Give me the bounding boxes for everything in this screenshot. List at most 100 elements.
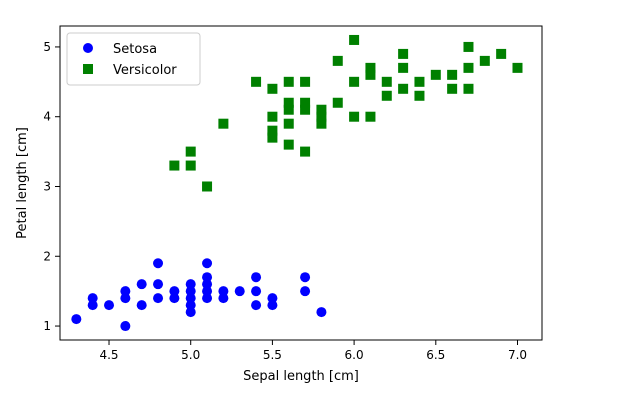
y-tick-label: 4 xyxy=(43,110,51,124)
setosa-point xyxy=(185,279,196,290)
setosa-point xyxy=(251,272,262,283)
setosa-point xyxy=(300,286,311,297)
setosa-point xyxy=(120,293,131,304)
versicolor-point xyxy=(430,69,441,80)
setosa-point xyxy=(202,272,213,283)
setosa-point xyxy=(136,279,147,290)
setosa-point xyxy=(218,286,229,297)
setosa-point xyxy=(169,286,180,297)
versicolor-point xyxy=(218,118,229,129)
x-tick-label: 6.5 xyxy=(426,348,445,362)
setosa-point xyxy=(87,300,98,311)
setosa-point xyxy=(202,279,213,290)
y-axis-label: Petal length [cm] xyxy=(15,127,30,239)
setosa-point xyxy=(120,321,131,332)
x-axis-label: Sepal length [cm] xyxy=(243,369,359,384)
setosa-point xyxy=(185,300,196,311)
versicolor-point xyxy=(316,118,327,129)
versicolor-point xyxy=(447,69,458,80)
setosa-point xyxy=(153,279,164,290)
setosa-point xyxy=(218,293,229,304)
setosa-point xyxy=(251,300,262,311)
legend-marker-versicolor xyxy=(83,64,93,74)
setosa-point xyxy=(169,293,180,304)
x-axis-ticks: 4.5 5.0 5.5 6.0 6.5 7.0 xyxy=(99,340,527,362)
y-tick-label: 5 xyxy=(43,40,51,54)
setosa-point xyxy=(87,293,98,304)
legend-label-setosa: Setosa xyxy=(113,42,157,57)
x-tick-label: 5.0 xyxy=(181,348,200,362)
versicolor-point xyxy=(300,104,311,115)
y-tick-label: 3 xyxy=(43,179,51,193)
versicolor-point xyxy=(202,181,213,192)
versicolor-point xyxy=(463,83,474,94)
versicolor-point xyxy=(332,97,343,108)
versicolor-point xyxy=(185,160,196,171)
setosa-point xyxy=(251,286,262,297)
versicolor-point xyxy=(365,62,376,73)
setosa-point xyxy=(267,293,278,304)
versicolor-point xyxy=(283,118,294,129)
setosa-point xyxy=(202,293,213,304)
versicolor-point xyxy=(283,139,294,150)
versicolor-point xyxy=(479,55,490,66)
setosa-point xyxy=(316,307,327,318)
versicolor-point xyxy=(267,83,278,94)
versicolor-point xyxy=(512,62,523,73)
versicolor-point xyxy=(349,111,360,122)
versicolor-point xyxy=(300,146,311,157)
plot-frame xyxy=(59,25,543,341)
versicolor-point xyxy=(169,160,180,171)
versicolor-point xyxy=(332,55,343,66)
versicolor-point xyxy=(414,90,425,101)
versicolor-point xyxy=(381,90,392,101)
axes: 4.5 5.0 5.5 6.0 6.5 7.0 1 2 3 4 5 Sepal length [c… xyxy=(15,25,543,384)
versicolor-point xyxy=(447,83,458,94)
versicolor-point xyxy=(267,111,278,122)
versicolor-point xyxy=(349,34,360,45)
versicolor-point xyxy=(496,48,507,59)
versicolor-point xyxy=(349,76,360,87)
x-tick-label: 7.0 xyxy=(508,348,527,362)
x-tick-label: 6.0 xyxy=(345,348,364,362)
setosa-point xyxy=(153,258,164,269)
setosa-point xyxy=(202,286,213,297)
setosa-point xyxy=(136,300,147,311)
setosa-point xyxy=(153,293,164,304)
versicolor-point xyxy=(463,62,474,73)
versicolor-point xyxy=(267,132,278,143)
versicolor-point xyxy=(398,48,409,59)
versicolor-point xyxy=(381,76,392,87)
versicolor-point xyxy=(414,76,425,87)
versicolor-point xyxy=(251,76,262,87)
versicolor-point xyxy=(283,104,294,115)
versicolor-point xyxy=(365,111,376,122)
versicolor-point xyxy=(283,76,294,87)
x-tick-label: 4.5 xyxy=(99,348,118,362)
x-tick-label: 5.5 xyxy=(263,348,282,362)
setosa-point xyxy=(185,293,196,304)
y-axis-ticks: 1 2 3 4 5 xyxy=(43,40,60,333)
setosa-point xyxy=(202,258,213,269)
legend-label-versicolor: Versicolor xyxy=(113,63,177,78)
versicolor-point xyxy=(267,125,278,136)
versicolor-point xyxy=(398,62,409,73)
setosa-point xyxy=(71,314,82,325)
setosa-point xyxy=(104,300,115,311)
setosa-point xyxy=(120,286,131,297)
legend-box xyxy=(66,32,201,86)
versicolor-point xyxy=(300,76,311,87)
y-tick-label: 2 xyxy=(43,249,51,263)
setosa-point xyxy=(185,286,196,297)
legend-marker-setosa xyxy=(83,43,93,53)
versicolor-point xyxy=(316,111,327,122)
data-points xyxy=(71,34,523,332)
legend: Setosa Versicolor xyxy=(66,32,201,86)
setosa-point xyxy=(267,300,278,311)
setosa-point xyxy=(234,286,245,297)
versicolor-point xyxy=(365,69,376,80)
versicolor-point xyxy=(185,146,196,157)
setosa-point xyxy=(300,272,311,283)
versicolor-point xyxy=(316,104,327,115)
